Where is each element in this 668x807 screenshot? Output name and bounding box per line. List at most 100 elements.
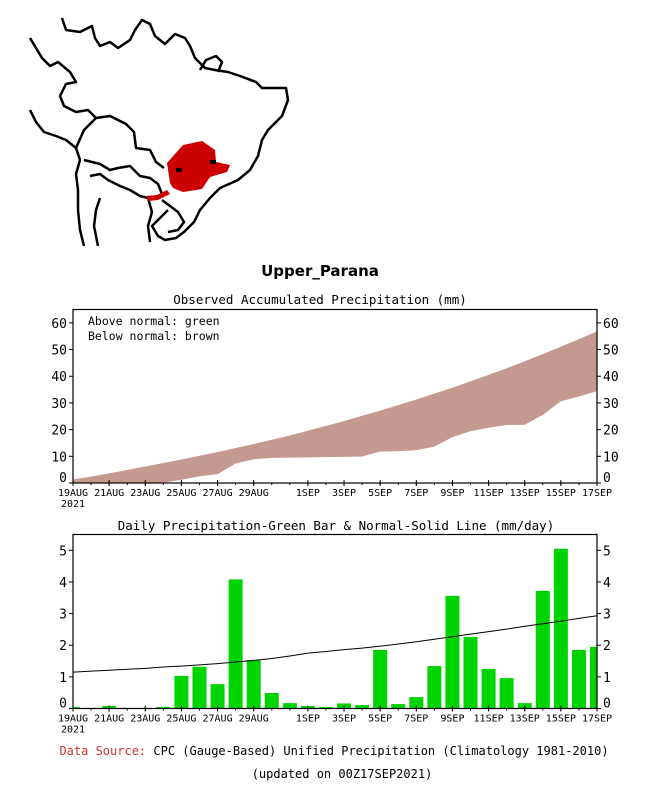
daily-bar	[571, 649, 586, 709]
daily-bar	[174, 675, 189, 709]
legend-below-normal: Below normal: brown	[88, 329, 220, 343]
accumulated-xtick-label: 23AUG	[130, 488, 160, 499]
accumulated-ytick-label-right: 40	[603, 370, 619, 385]
accumulated-xtick-label: 5SEP	[368, 488, 392, 499]
accumulated-plot-frame	[72, 308, 598, 484]
daily-bar	[535, 590, 550, 709]
accumulated-ytick-label-right: 50	[603, 344, 619, 359]
accumulated-area-segment	[253, 439, 273, 460]
daily-xtick-label: 9SEP	[440, 714, 464, 725]
accumulated-area-segment	[488, 368, 507, 428]
normal-line	[72, 615, 598, 673]
accumulated-xtick-label: 17SEP	[582, 488, 612, 499]
accumulated-ytick-label-right: 20	[603, 424, 619, 439]
accumulated-area-segment	[72, 476, 92, 483]
daily-bar	[73, 706, 80, 709]
daily-bar	[156, 706, 171, 709]
accumulated-xtick-label: 1SEP	[296, 488, 320, 499]
accumulated-xtick-label: 29AUG	[239, 488, 269, 499]
accumulated-xtick-label: 3SEP	[332, 488, 356, 499]
accumulated-year-label: 2021	[61, 499, 85, 510]
daily-bar	[499, 678, 514, 709]
accumulated-area-segment	[452, 381, 471, 438]
accumulated-ytick-label-left: 30	[51, 397, 67, 412]
accumulated-area-segment	[126, 466, 146, 483]
daily-plot-frame	[72, 533, 598, 710]
daily-ytick-label-right: 3	[603, 608, 611, 623]
accumulated-area-segment	[325, 421, 345, 458]
accumulated-area-segment	[199, 451, 218, 477]
accumulated-ytick-label-left: 40	[51, 370, 67, 385]
accumulated-chart-title: Observed Accumulated Precipitation (mm)	[173, 292, 467, 307]
region-map	[28, 17, 290, 246]
accumulated-xtick-label: 13SEP	[510, 488, 540, 499]
lake-marker	[176, 168, 182, 172]
accumulated-area-segment	[524, 353, 544, 425]
coastline-west	[28, 37, 165, 169]
daily-ytick-label-right: 5	[603, 544, 611, 559]
daily-xtick-label: 11SEP	[474, 714, 504, 725]
accumulated-xtick-label: 11SEP	[474, 488, 504, 499]
daily-xtick-label: 17SEP	[582, 714, 612, 725]
lake-marker	[210, 160, 216, 164]
legend-above-normal: Above normal: green	[88, 314, 220, 328]
accumulated-ytick-label-right: 0	[603, 471, 611, 486]
daily-xtick-label: 3SEP	[332, 714, 356, 725]
accumulated-xtick-label: 19AUG	[58, 488, 88, 499]
data-source-label: Data Source:	[59, 744, 147, 758]
accumulated-ytick-label-right: 60	[603, 317, 619, 332]
daily-ytick-label-left: 3	[59, 608, 67, 623]
daily-bar	[463, 637, 478, 709]
daily-xtick-label: 19AUG	[58, 714, 88, 725]
daily-bar	[481, 668, 496, 709]
accumulated-area-segment	[307, 425, 327, 458]
daily-bar	[210, 684, 225, 709]
accumulated-xtick-label: 9SEP	[440, 488, 464, 499]
daily-ytick-label-right: 2	[603, 639, 611, 654]
accumulated-axes: 0 0 10 10 20 20 30 30 40 40 50 50 60 60 19AUG 21AUG 23AU…	[51, 317, 618, 510]
daily-xtick-label: 25AUG	[166, 714, 196, 725]
accumulated-area-segment	[90, 473, 110, 483]
daily-ytick-label-right: 1	[603, 671, 611, 686]
accumulated-area-segment	[578, 331, 598, 397]
daily-ytick-label-right: 0	[603, 697, 611, 712]
daily-bar	[264, 692, 279, 709]
accumulated-ytick-label-left: 0	[59, 471, 67, 486]
data-source-text: CPC (Gauge-Based) Unified Precipitation …	[153, 744, 609, 758]
accumulated-area-segment	[506, 361, 525, 426]
border-east-inner	[198, 54, 224, 73]
daily-chart: Daily Precipitation-Green Bar & Normal-S…	[58, 518, 612, 736]
accumulated-ytick-label-left: 50	[51, 344, 67, 359]
border-bolivia	[74, 117, 164, 195]
accumulated-area-segment	[397, 399, 417, 452]
daily-xtick-label: 1SEP	[296, 714, 320, 725]
daily-ytick-label-left: 1	[59, 671, 67, 686]
accumulated-area-segment	[434, 387, 453, 447]
daily-year-label: 2021	[61, 725, 85, 736]
daily-bar	[318, 706, 333, 709]
daily-ytick-label-left: 0	[59, 697, 67, 712]
accumulated-area-segment	[470, 374, 489, 432]
daily-xtick-label: 13SEP	[510, 714, 540, 725]
accumulated-area-segment	[271, 435, 291, 458]
accumulated-xtick-label: 25AUG	[166, 488, 196, 499]
accumulated-area-segment	[108, 469, 128, 483]
daily-ytick-label-right: 4	[603, 576, 611, 591]
accumulated-area-segment	[379, 404, 399, 452]
accumulated-ytick-label-left: 10	[51, 450, 67, 465]
accumulated-xtick-label: 27AUG	[202, 488, 232, 499]
accumulated-xtick-label: 15SEP	[546, 488, 576, 499]
daily-axes: 0 0 1 1 2 2 3 3 4 4 5 5 19AUG 21AUG 23AUG 25AUG 27AUG 29A…	[58, 544, 612, 735]
accumulated-area-segment	[217, 447, 236, 475]
daily-bar	[228, 579, 243, 709]
accumulated-area-segment	[289, 430, 309, 458]
border-uruguay	[161, 199, 186, 234]
accumulated-area-segment	[145, 462, 164, 483]
accumulated-ytick-label-right: 10	[603, 450, 619, 465]
border-andes	[28, 109, 86, 246]
daily-chart-title: Daily Precipitation-Green Bar & Normal-S…	[118, 518, 555, 533]
daily-xtick-label: 7SEP	[404, 714, 428, 725]
daily-bar	[445, 595, 460, 709]
region-title: Upper_Parana	[261, 262, 379, 280]
